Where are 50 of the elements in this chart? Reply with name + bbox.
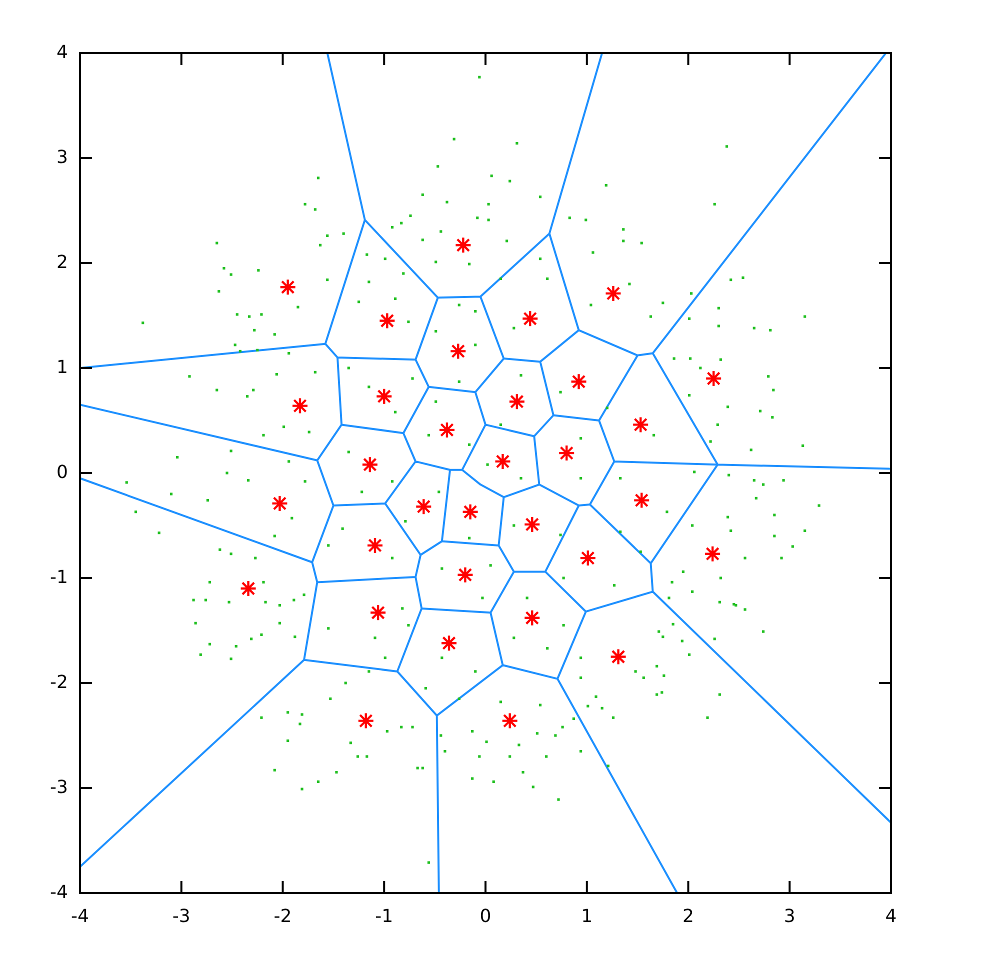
x-tick-label: -2 xyxy=(274,906,292,927)
y-tick-label: 4 xyxy=(56,42,68,63)
point xyxy=(632,416,650,434)
point xyxy=(361,456,379,474)
point xyxy=(271,494,288,512)
point xyxy=(279,278,296,296)
point xyxy=(633,492,650,509)
point xyxy=(415,498,432,516)
y-tick-label: 0 xyxy=(56,462,68,483)
point xyxy=(462,503,479,520)
y-tick-label: 1 xyxy=(56,356,68,378)
point xyxy=(604,284,622,302)
point xyxy=(357,712,374,730)
x-tick-label: 0 xyxy=(480,906,492,927)
point xyxy=(524,516,541,534)
y-tick-label: 2 xyxy=(56,252,68,273)
point xyxy=(570,373,588,390)
point xyxy=(376,388,393,405)
x-tick-label: -1 xyxy=(375,906,394,927)
y-tick-label: -4 xyxy=(50,882,68,903)
point xyxy=(291,397,309,414)
x-tick-label: -3 xyxy=(172,906,190,927)
point xyxy=(369,604,387,622)
point xyxy=(450,342,467,360)
y-tick-label: -3 xyxy=(50,776,68,798)
point xyxy=(501,712,518,730)
point xyxy=(378,312,396,330)
y-tick-label: -1 xyxy=(50,566,68,588)
point xyxy=(438,421,456,439)
point xyxy=(522,310,539,328)
point xyxy=(704,545,722,562)
x-tick-label: 1 xyxy=(581,906,593,927)
x-tick-label: 3 xyxy=(784,906,796,927)
x-tick-label: -4 xyxy=(71,906,89,927)
point xyxy=(579,549,596,567)
point xyxy=(704,370,722,388)
point xyxy=(366,536,384,554)
x-tick-label: 2 xyxy=(682,906,694,927)
point xyxy=(240,580,257,598)
point xyxy=(508,393,526,410)
point xyxy=(524,609,541,626)
point xyxy=(610,648,627,666)
y-tick-label: -2 xyxy=(50,672,68,693)
point xyxy=(440,634,458,652)
point xyxy=(454,236,472,254)
point xyxy=(456,566,474,584)
x-tick-label: 4 xyxy=(885,906,897,927)
point xyxy=(494,452,512,470)
y-tick-label: 3 xyxy=(56,146,68,168)
point xyxy=(558,444,576,462)
